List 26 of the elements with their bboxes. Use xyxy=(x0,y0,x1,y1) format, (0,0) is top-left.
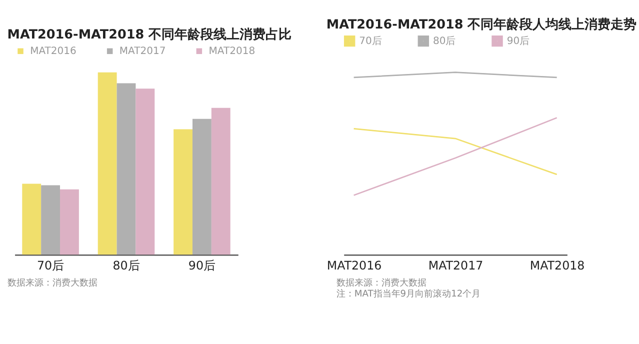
bar xyxy=(211,108,230,255)
x-tick-label: 70后 xyxy=(37,258,64,273)
legend-label: 80后 xyxy=(432,34,456,47)
chart-title: MAT2016-MAT2018 不同年龄段人均线上消费走势 xyxy=(326,16,637,33)
bar xyxy=(116,83,136,255)
bar xyxy=(136,88,155,255)
source-note: 数据来源：消费大数据 xyxy=(336,278,426,289)
bar xyxy=(98,72,117,255)
x-tick-label: 80后 xyxy=(112,258,140,273)
bar xyxy=(192,118,212,255)
bar xyxy=(41,185,60,255)
x-tick-label: MAT2016 xyxy=(326,258,382,273)
x-tick-label: MAT2017 xyxy=(428,258,484,273)
legend-label: MAT2018 xyxy=(208,46,256,57)
source-note: 数据来源：消费大数据 xyxy=(7,278,98,289)
bar xyxy=(174,129,192,255)
bar xyxy=(60,189,79,255)
legend-label: MAT2017 xyxy=(119,46,166,57)
x-tick-label: 90后 xyxy=(188,258,216,273)
bar xyxy=(22,184,42,255)
text: 注：MAT指当年9月向前滚动12个月 xyxy=(336,288,481,300)
x-tick-label: MAT2018 xyxy=(530,258,585,273)
legend-label: 70后 xyxy=(359,34,382,47)
chart-title: MAT2016-MAT2018 不同年龄段线上消费占比 xyxy=(7,28,292,43)
legend-label: MAT2016 xyxy=(30,46,76,57)
legend-label: 90后 xyxy=(506,34,530,47)
